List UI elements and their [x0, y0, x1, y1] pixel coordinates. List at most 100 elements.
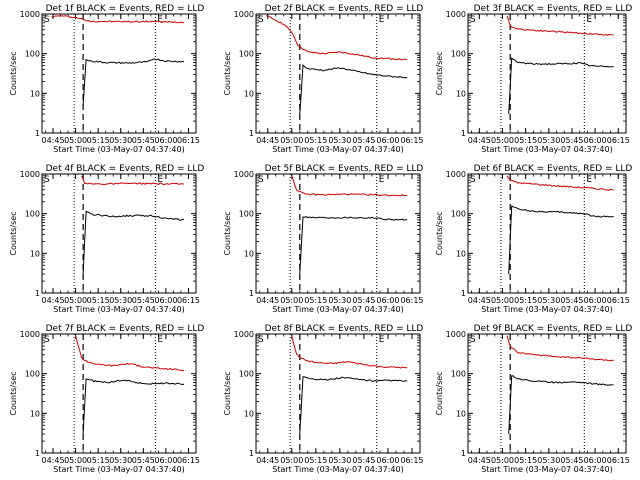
y-tick-label: 1000 — [234, 330, 254, 339]
y-tick-label: 10 — [456, 89, 466, 98]
y-axis-label: Counts/sec — [223, 371, 232, 415]
y-tick-label: 1000 — [20, 330, 40, 339]
events-series-line — [82, 58, 185, 106]
end-marker-label: E — [157, 15, 163, 25]
y-tick-label: 10 — [30, 89, 40, 98]
end-marker-label: E — [379, 175, 385, 185]
x-tick-label: 04:45 — [256, 456, 279, 465]
y-axis-label: Counts/sec — [9, 371, 18, 415]
chart-title: Det 9f BLACK = Events, RED = LLD — [474, 324, 633, 334]
start-marker-label: S — [44, 335, 50, 345]
x-tick-label: 05:45 — [560, 296, 583, 305]
x-tick-label: 06:15 — [400, 456, 423, 465]
y-tick-label: 10 — [456, 249, 466, 258]
x-tick-label: 05:30 — [109, 296, 132, 305]
y-tick-label: 1000 — [20, 170, 40, 179]
x-axis-label: Start Time (03-May-07 04:37:40) — [53, 305, 184, 314]
chart-panel-9: Det 9f BLACK = Events, RED = LLD 1 10 100 10… — [435, 324, 632, 474]
x-tick-label: 06:15 — [400, 296, 423, 305]
start-marker-label: S — [44, 15, 50, 25]
chart-title: Det 3f BLACK = Events, RED = LLD — [474, 4, 633, 14]
x-tick-label: 04:45 — [256, 296, 279, 305]
x-axis-label: Start Time (03-May-07 04:37:40) — [53, 465, 184, 474]
x-tick-label: 04:45 — [42, 136, 65, 145]
x-tick-label: 06:00 — [376, 136, 399, 145]
plot-frame — [41, 333, 197, 454]
chart-title: Det 4f BLACK = Events, RED = LLD — [46, 164, 205, 174]
end-marker-label: E — [379, 15, 385, 25]
x-tick-label: 05:30 — [109, 456, 132, 465]
lld-series-line — [506, 175, 614, 191]
start-marker-label: S — [470, 175, 476, 185]
x-tick-label: 05:00 — [64, 136, 87, 145]
x-tick-label: 06:00 — [584, 456, 607, 465]
y-axis-label: Counts/sec — [9, 51, 18, 95]
x-tick-label: 05:45 — [352, 296, 375, 305]
y-tick-label: 1 — [35, 449, 40, 458]
x-tick-label: 04:45 — [468, 456, 491, 465]
x-tick-label: 04:45 — [468, 296, 491, 305]
x-tick-label: 05:00 — [280, 296, 303, 305]
chart-title: Det 2f BLACK = Events, RED = LLD — [265, 4, 424, 14]
y-axis-label: Counts/sec — [435, 211, 444, 255]
x-axis-label: Start Time (03-May-07 04:37:40) — [272, 465, 403, 474]
x-tick-label: 05:45 — [560, 456, 583, 465]
events-series-line — [299, 216, 408, 275]
plot-frame — [467, 13, 627, 134]
x-tick-label: 06:00 — [584, 136, 607, 145]
x-tick-label: 05:30 — [328, 296, 351, 305]
chart-panel-5: Det 5f BLACK = Events, RED = LLD 1 10 100 10… — [223, 164, 424, 314]
y-axis-label: Counts/sec — [223, 51, 232, 95]
y-tick-label: 1 — [35, 129, 40, 138]
x-tick-label: 05:30 — [328, 456, 351, 465]
x-tick-label: 05:00 — [491, 456, 514, 465]
x-tick-label: 05:00 — [491, 296, 514, 305]
chart-panel-3: Det 3f BLACK = Events, RED = LLD 1 10 100 10… — [435, 4, 632, 154]
chart-title: Det 5f BLACK = Events, RED = LLD — [265, 164, 424, 174]
events-series-line — [508, 205, 614, 275]
x-tick-label: 06:00 — [376, 456, 399, 465]
x-tick-label: 05:30 — [109, 136, 132, 145]
lld-series-line — [266, 15, 408, 61]
x-tick-label: 06:15 — [177, 456, 200, 465]
x-tick-label: 06:15 — [607, 136, 630, 145]
chart-title: Det 7f BLACK = Events, RED = LLD — [46, 324, 205, 334]
end-marker-label: E — [379, 335, 385, 345]
x-tick-label: 05:15 — [514, 456, 537, 465]
x-tick-label: 05:00 — [64, 296, 87, 305]
x-tick-label: 06:15 — [400, 136, 423, 145]
lld-series-line — [291, 175, 408, 197]
chart-panel-7: Det 7f BLACK = Events, RED = LLD 1 10 100 10… — [9, 324, 204, 474]
lld-series-line — [291, 335, 408, 369]
x-axis-label: Start Time (03-May-07 04:37:40) — [481, 305, 612, 314]
x-tick-label: 04:45 — [42, 456, 65, 465]
y-tick-label: 100 — [239, 50, 254, 59]
y-tick-label: 1000 — [446, 10, 466, 19]
start-marker-label: S — [258, 15, 264, 25]
plot-frame — [255, 173, 421, 294]
y-axis-label: Counts/sec — [435, 371, 444, 415]
x-tick-label: 05:00 — [491, 136, 514, 145]
x-tick-label: 05:30 — [537, 296, 560, 305]
x-tick-label: 05:15 — [87, 136, 110, 145]
x-axis-label: Start Time (03-May-07 04:37:40) — [53, 145, 184, 154]
events-series-line — [82, 210, 185, 275]
y-tick-label: 100 — [451, 50, 466, 59]
x-tick-label: 05:00 — [280, 136, 303, 145]
lld-series-line — [75, 335, 185, 372]
end-marker-label: E — [157, 175, 163, 185]
y-axis-label: Counts/sec — [9, 211, 18, 255]
y-tick-label: 100 — [451, 370, 466, 379]
plot-frame — [41, 173, 197, 294]
x-tick-label: 05:30 — [537, 456, 560, 465]
end-marker-label: E — [586, 15, 592, 25]
x-tick-label: 05:00 — [64, 456, 87, 465]
y-tick-label: 10 — [456, 409, 466, 418]
lld-series-line — [506, 15, 614, 36]
y-tick-label: 100 — [239, 210, 254, 219]
x-tick-label: 05:45 — [352, 136, 375, 145]
x-tick-label: 06:00 — [584, 296, 607, 305]
start-marker-label: S — [258, 175, 264, 185]
y-tick-label: 1 — [461, 129, 466, 138]
x-tick-label: 05:15 — [87, 296, 110, 305]
